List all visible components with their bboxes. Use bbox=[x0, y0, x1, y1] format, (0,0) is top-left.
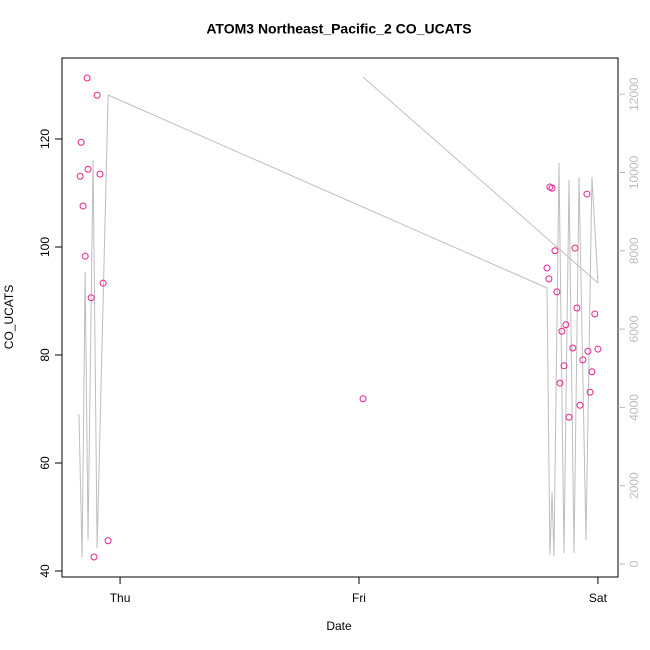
y-tick-label: 80 bbox=[38, 348, 52, 362]
y-tick-label: 120 bbox=[38, 129, 52, 149]
x-tick-label: Thu bbox=[110, 591, 131, 605]
y-tick-label: 40 bbox=[38, 564, 52, 578]
data-point bbox=[76, 172, 84, 180]
y2-tick-label: 12000 bbox=[627, 77, 641, 111]
y2-tick-label: 10000 bbox=[627, 156, 641, 190]
data-line bbox=[362, 76, 599, 284]
x-axis-label: Date bbox=[326, 619, 352, 633]
data-point bbox=[551, 247, 559, 255]
y-axis-label: CO_UCATS bbox=[2, 285, 16, 349]
data-point bbox=[571, 244, 579, 252]
data-point bbox=[588, 368, 596, 376]
data-point bbox=[591, 310, 599, 318]
x-tick-label: Sat bbox=[589, 591, 608, 605]
data-point bbox=[79, 202, 87, 210]
x-tick-label: Fri bbox=[352, 591, 366, 605]
data-point bbox=[104, 537, 112, 545]
data-point bbox=[359, 395, 367, 403]
y2-tick-label: 0 bbox=[627, 560, 641, 567]
data-point bbox=[543, 264, 551, 272]
data-point bbox=[84, 165, 92, 173]
data-point bbox=[93, 91, 101, 99]
data-point bbox=[556, 379, 564, 387]
y-tick-label: 100 bbox=[38, 237, 52, 257]
data-point bbox=[558, 327, 566, 335]
y-tick-label: 60 bbox=[38, 456, 52, 470]
data-point bbox=[99, 279, 107, 287]
data-point bbox=[586, 388, 594, 396]
data-point bbox=[545, 275, 553, 283]
y2-tick-label: 4000 bbox=[627, 394, 641, 421]
data-point bbox=[90, 553, 98, 561]
data-point bbox=[569, 344, 577, 352]
data-point bbox=[87, 294, 95, 302]
plot-box bbox=[61, 57, 619, 578]
data-point bbox=[562, 321, 570, 329]
data-point bbox=[579, 356, 587, 364]
data-point bbox=[81, 252, 89, 260]
chart-title: ATOM3 Northeast_Pacific_2 CO_UCATS bbox=[206, 21, 471, 37]
data-point bbox=[584, 347, 592, 355]
data-point bbox=[77, 138, 85, 146]
data-point bbox=[565, 413, 573, 421]
y2-tick-label: 8000 bbox=[627, 237, 641, 264]
data-point bbox=[548, 184, 556, 192]
data-point bbox=[96, 170, 104, 178]
data-point bbox=[594, 345, 602, 353]
data-point bbox=[583, 190, 591, 198]
data-point bbox=[560, 362, 568, 370]
y2-tick-label: 6000 bbox=[627, 315, 641, 342]
data-line bbox=[78, 94, 599, 558]
data-point bbox=[553, 288, 561, 296]
data-point bbox=[576, 401, 584, 409]
y2-tick-label: 2000 bbox=[627, 472, 641, 499]
data-point bbox=[83, 74, 91, 82]
data-point bbox=[573, 304, 581, 312]
